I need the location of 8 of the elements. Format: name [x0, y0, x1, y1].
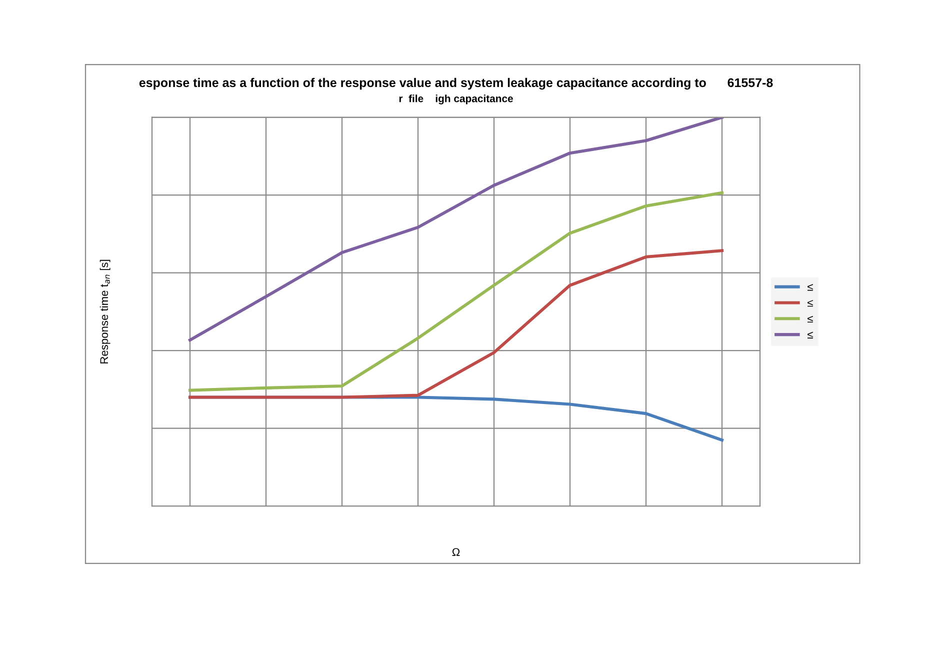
x-axis-title: Ω [452, 548, 460, 556]
legend-label: ≤ [808, 332, 813, 338]
y-axis-title: Response time t$_{an}$ [s] [100, 260, 110, 364]
chart-subtitle: r file igh capacitance [399, 94, 513, 104]
chart-title: esponse time as a function of the response value and system leakage capacitance according to 61557-8 [139, 78, 773, 90]
legend-label: ≤ [808, 316, 813, 323]
legend-label: ≤ [808, 300, 813, 307]
legend-label: ≤ [808, 284, 813, 291]
